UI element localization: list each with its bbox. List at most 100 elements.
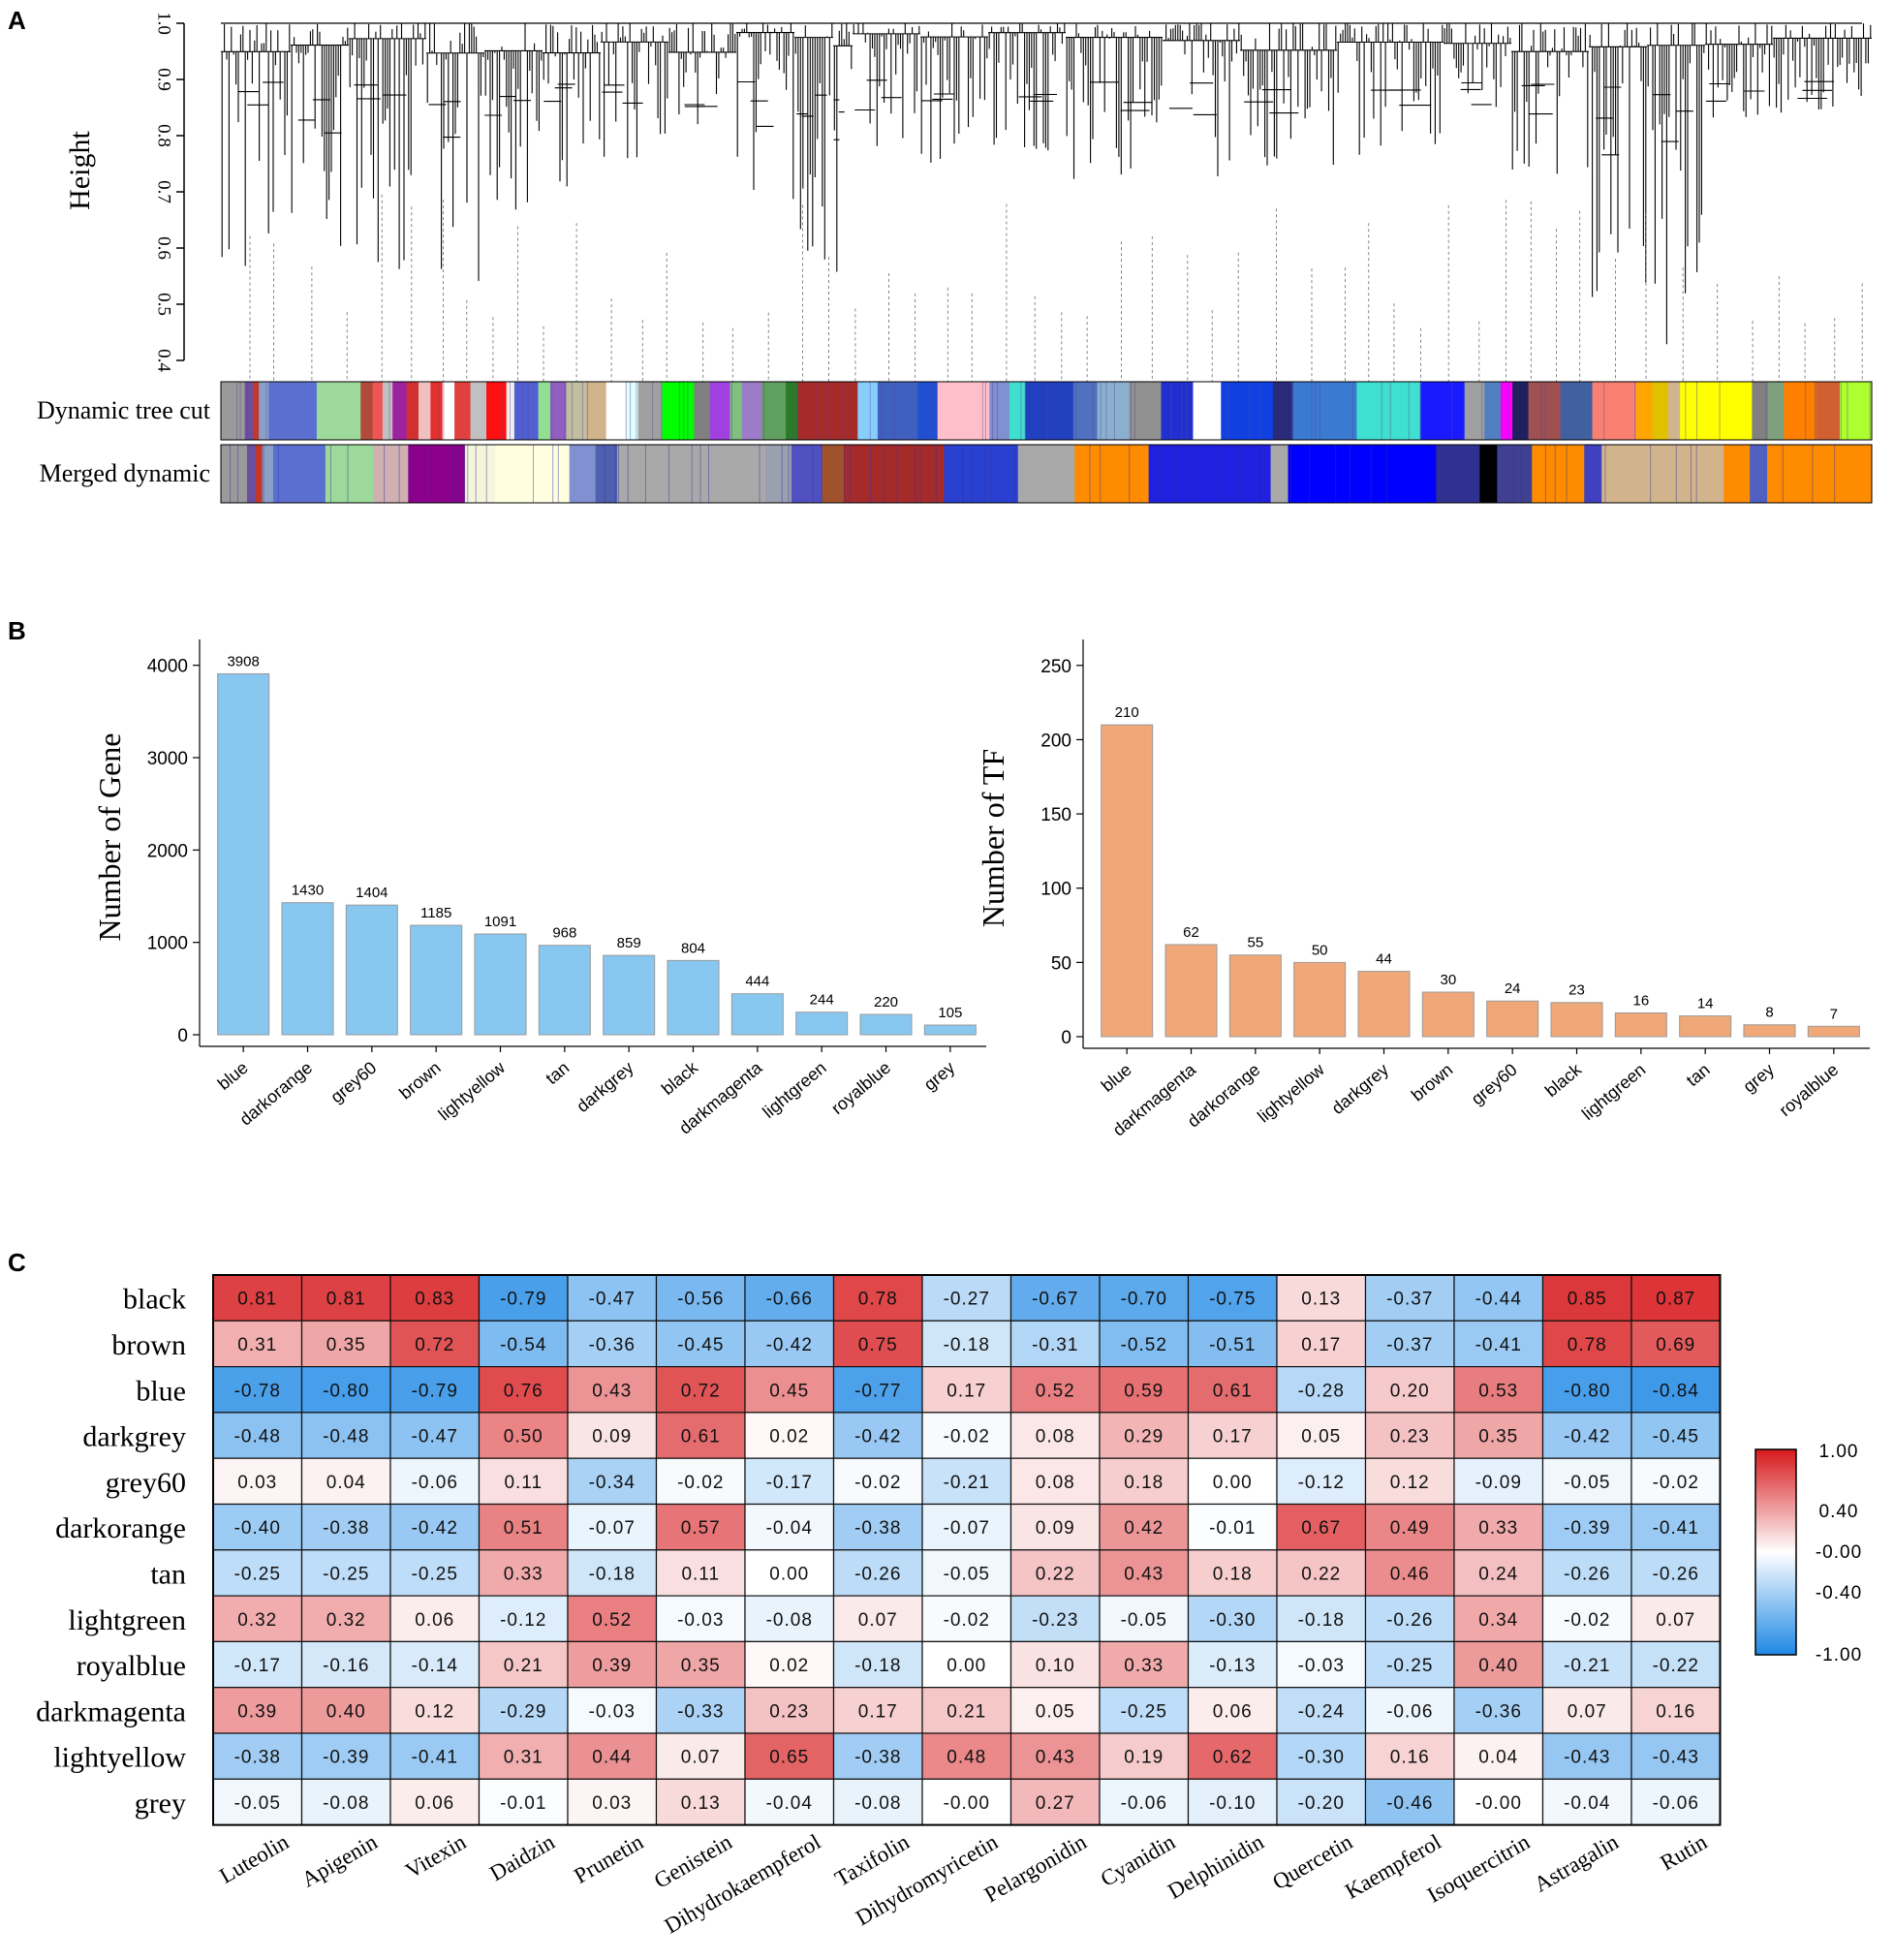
module-color-segment: [566, 382, 587, 440]
module-color-segment: [1097, 382, 1131, 440]
heatmap-cell-value: -0.23: [1032, 1610, 1078, 1631]
module-color-segment: [221, 382, 246, 440]
heatmap-cell-value: -0.06: [412, 1473, 458, 1493]
heatmap-cell-value: -0.42: [854, 1427, 901, 1447]
heatmap-cell: [1364, 1595, 1455, 1642]
heatmap-cell-value: -0.18: [589, 1564, 636, 1584]
heatmap-cell: [1187, 1732, 1278, 1780]
bar-blue: [1101, 724, 1154, 1038]
module-color-segment: [626, 382, 639, 440]
module-color-segment: [360, 382, 374, 440]
heatmap-cell: [1187, 1687, 1278, 1734]
heatmap-cell: [1630, 1595, 1722, 1642]
heatmap-cell: [1541, 1778, 1632, 1826]
heatmap-cell-value: 0.61: [1213, 1381, 1253, 1401]
module-color-segment: [1560, 382, 1594, 440]
heatmap-cell-value: -0.34: [589, 1473, 636, 1493]
heatmap-cell-value: 0.13: [1301, 1290, 1341, 1310]
bar-royalblue: [1807, 1025, 1860, 1038]
bar-y-tick-label: 3000: [147, 749, 188, 769]
heatmap-cell-value: -0.78: [234, 1381, 281, 1401]
heatmap-cell: [921, 1274, 1012, 1322]
heatmap-cell: [1453, 1640, 1544, 1689]
heatmap-cell: [1009, 1457, 1101, 1506]
heatmap-cell-value: -0.12: [500, 1610, 546, 1631]
heatmap-cell-value: -0.02: [677, 1473, 724, 1493]
heatmap-cell: [1364, 1503, 1455, 1551]
bar-darkmagenta: [730, 993, 784, 1036]
module-color-segment: [1464, 382, 1485, 440]
heatmap-cell: [1630, 1732, 1722, 1780]
heatmap-cell: [655, 1549, 746, 1597]
heatmap-cell-value: -0.31: [1032, 1335, 1078, 1355]
heatmap-cell: [1276, 1320, 1367, 1368]
heatmap-cell-value: 0.07: [858, 1610, 898, 1631]
bar-tan: [538, 945, 591, 1036]
dendrogram-panel: 0.4 0.5 0.6 0.7 0.8 0.9 1.0 Height Dynamic tree …: [37, 12, 1873, 504]
heatmap-cell-value: 0.75: [858, 1335, 898, 1355]
bar-grey60: [345, 904, 398, 1036]
heatmap-cell-value: 0.43: [1036, 1748, 1075, 1768]
module-color-segment: [316, 382, 361, 440]
heatmap-cell-value: -0.42: [766, 1335, 813, 1355]
module-color-segment: [797, 382, 858, 440]
panel-label-c: C: [8, 1248, 26, 1277]
heatmap-cell-value: 0.00: [1213, 1473, 1253, 1493]
module-color-segment: [1601, 445, 1724, 503]
heatmap-cell: [1276, 1595, 1367, 1642]
module-color-segment: [1148, 445, 1272, 503]
heatmap-cell: [832, 1778, 923, 1826]
heatmap-cell-value: 0.11: [681, 1564, 720, 1584]
module-color-stripes: [230, 445, 1836, 503]
module-color-segment: [1484, 382, 1502, 440]
bar-brown: [410, 924, 463, 1036]
heatmap-row-label: blue: [136, 1375, 186, 1407]
module-color-segment: [430, 382, 444, 440]
bar-category-label: lightgreen: [759, 1058, 829, 1122]
heatmap-cell-value: -0.08: [854, 1793, 901, 1814]
heatmap-cell-value: -0.40: [234, 1518, 281, 1539]
module-color-segment: [595, 445, 618, 503]
bar-category-label: lightyellow: [435, 1057, 510, 1124]
heatmap-cell: [832, 1503, 923, 1551]
heatmap-cell-value: -0.36: [1475, 1701, 1522, 1722]
heatmap-row-label: grey: [135, 1788, 186, 1820]
heatmap-cell-value: 0.40: [1478, 1656, 1518, 1676]
module-color-row: Dynamic tree cut: [37, 381, 1873, 441]
heatmap-cell-value: -0.46: [1386, 1793, 1433, 1814]
heatmap-cell: [1541, 1732, 1632, 1780]
bar-darkmagenta: [1164, 944, 1218, 1038]
heatmap-cell: [1630, 1365, 1722, 1414]
dendrogram-y-label: Height: [64, 131, 96, 210]
heatmap-cell: [389, 1412, 481, 1459]
bar-value-label: 220: [874, 994, 898, 1011]
legend-label: -0.40: [1816, 1583, 1862, 1603]
heatmap-cell-value: 0.85: [1568, 1290, 1607, 1310]
bar-value-label: 1404: [356, 885, 388, 901]
heatmap-cell-value: -0.25: [234, 1564, 281, 1584]
heatmap-cell-value: 0.18: [1124, 1473, 1164, 1493]
heatmap-row-lightyellow: lightyellow -0.38 -0.39 -0.41 0.31 0.44 0.07 0.…: [53, 1732, 1722, 1780]
heatmap-cell: [1099, 1503, 1190, 1551]
bar-category-label: brown: [1408, 1060, 1456, 1105]
heatmap-cell: [1276, 1778, 1367, 1826]
heatmap-cell-value: 0.17: [858, 1701, 898, 1722]
module-color-segment: [1635, 382, 1653, 440]
heatmap-cell: [921, 1503, 1012, 1551]
bar-category-label: grey60: [326, 1058, 380, 1107]
heatmap-cell-value: 0.22: [1036, 1564, 1075, 1584]
bar-value-label: 244: [810, 992, 834, 1009]
heatmap-cell-value: 0.07: [681, 1748, 721, 1768]
heatmap-cell-value: 0.05: [1301, 1427, 1341, 1447]
legend-bar: [1754, 1448, 1797, 1656]
bar-value-label: 30: [1440, 972, 1456, 988]
heatmap-cell-value: -0.36: [589, 1335, 636, 1355]
bar-y-tick-label: 0: [1061, 1028, 1071, 1048]
module-color-segment: [761, 382, 787, 440]
module-color-segment: [1272, 382, 1294, 440]
heatmap-cell: [832, 1320, 923, 1368]
bar-grey60: [1486, 1000, 1539, 1038]
module-color-segment: [262, 445, 274, 503]
heatmap-row-label: lightgreen: [68, 1604, 186, 1636]
heatmap-row-black: black 0.81 0.81 0.83 -0.79 -0.47 -0.56 -0.66 0.7…: [123, 1274, 1722, 1322]
